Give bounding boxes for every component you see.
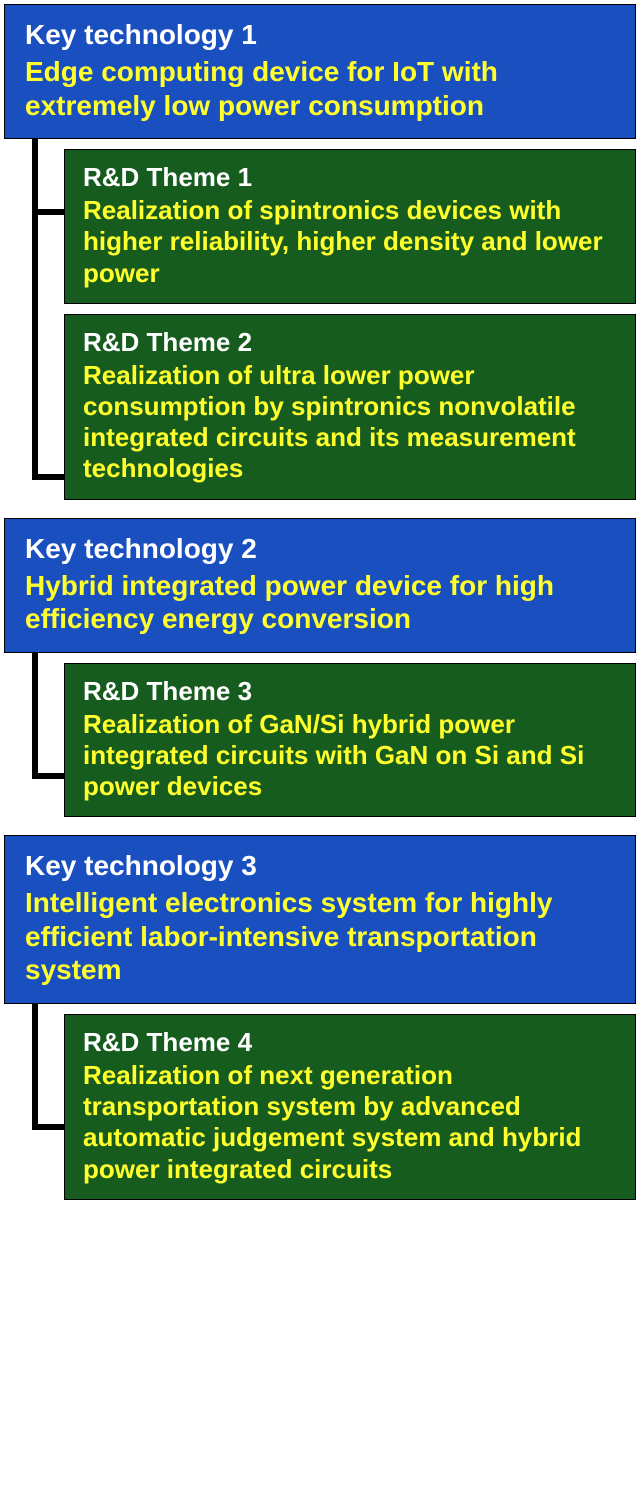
key-tech-2: Key technology 2 Hybrid integrated power… [4,518,636,653]
theme-3: R&D Theme 3 Realization of GaN/Si hybrid… [64,663,636,818]
key-tech-3-title: Key technology 3 [25,850,615,882]
key-tech-1-title: Key technology 1 [25,19,615,51]
theme-4-title: R&D Theme 4 [83,1027,617,1058]
connector-h-3a [32,1124,66,1130]
theme-3-desc: Realization of GaN/Si hybrid power integ… [83,709,617,803]
key-tech-2-title: Key technology 2 [25,533,615,565]
connector-v-2 [32,653,38,779]
theme-2: R&D Theme 2 Realization of ultra lower p… [64,314,636,500]
tech-block-2: Key technology 2 Hybrid integrated power… [4,518,636,818]
diagram-container: Key technology 1 Edge computing device f… [0,0,640,1222]
themes-wrap-2: R&D Theme 3 Realization of GaN/Si hybrid… [4,653,636,818]
theme-3-title: R&D Theme 3 [83,676,617,707]
theme-1-title: R&D Theme 1 [83,162,617,193]
theme-2-desc: Realization of ultra lower power consump… [83,360,617,485]
theme-4: R&D Theme 4 Realization of next generati… [64,1014,636,1200]
key-tech-1: Key technology 1 Edge computing device f… [4,4,636,139]
connector-h-2a [32,773,66,779]
connector-h-1b [32,474,66,480]
key-tech-2-desc: Hybrid integrated power device for high … [25,569,615,636]
themes-wrap-1: R&D Theme 1 Realization of spintronics d… [4,139,636,499]
theme-1-desc: Realization of spintronics devices with … [83,195,617,289]
key-tech-3: Key technology 3 Intelligent electronics… [4,835,636,1004]
tech-block-3: Key technology 3 Intelligent electronics… [4,835,636,1200]
theme-1: R&D Theme 1 Realization of spintronics d… [64,149,636,304]
theme-4-desc: Realization of next generation transport… [83,1060,617,1185]
connector-v-3 [32,1004,38,1130]
connector-h-1a [32,209,66,215]
key-tech-1-desc: Edge computing device for IoT with extre… [25,55,615,122]
connector-v-1 [32,139,38,479]
theme-2-title: R&D Theme 2 [83,327,617,358]
tech-block-1: Key technology 1 Edge computing device f… [4,4,636,500]
themes-wrap-3: R&D Theme 4 Realization of next generati… [4,1004,636,1200]
key-tech-3-desc: Intelligent electronics system for highl… [25,886,615,987]
